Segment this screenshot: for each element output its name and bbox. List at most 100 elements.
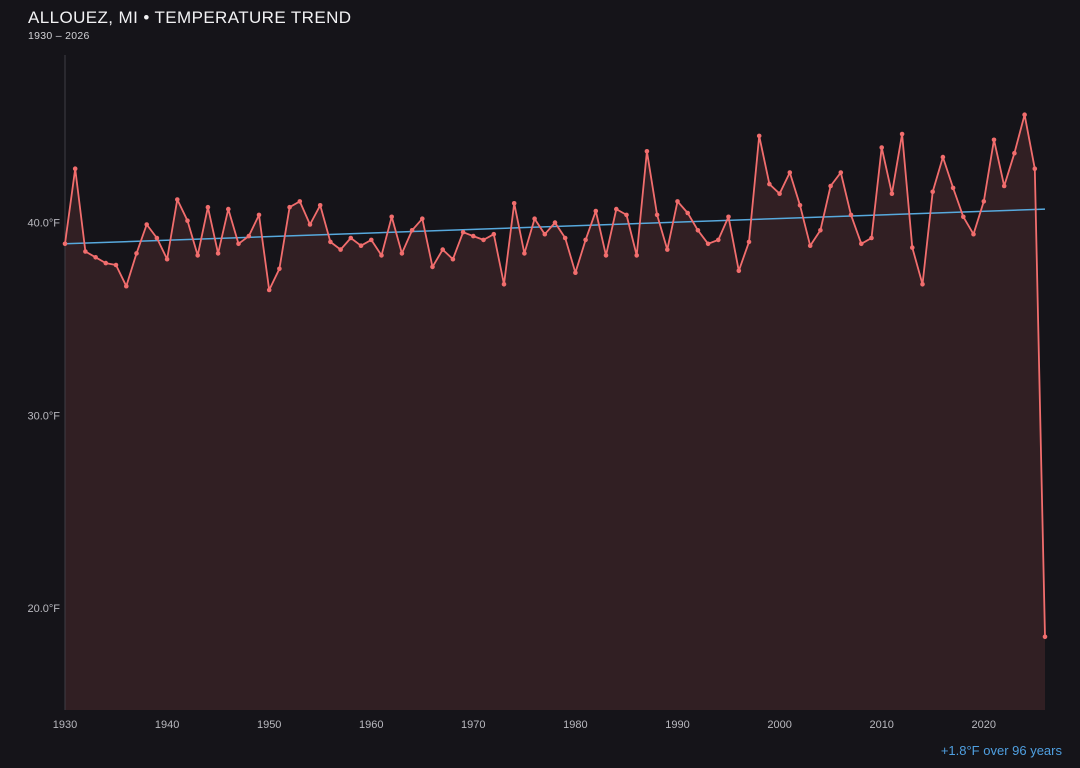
temperature-area: [65, 114, 1045, 710]
data-point: [665, 247, 670, 252]
x-tick-label: 1980: [563, 719, 587, 731]
x-tick-label: 1940: [155, 719, 179, 731]
data-point: [1032, 166, 1038, 171]
data-point: [236, 241, 241, 247]
data-point: [614, 206, 619, 212]
data-point: [389, 214, 395, 220]
data-point: [532, 216, 537, 221]
data-point: [440, 247, 446, 252]
data-point: [358, 243, 364, 248]
data-point: [175, 197, 180, 202]
data-point: [991, 137, 997, 143]
data-point: [409, 228, 415, 233]
data-point: [644, 149, 650, 154]
x-tick-label: 2020: [972, 719, 996, 731]
data-point: [1012, 150, 1017, 156]
data-point: [899, 131, 905, 137]
data-point: [767, 181, 772, 187]
x-tick-label: 1930: [53, 719, 77, 731]
data-point: [134, 251, 139, 256]
data-point: [501, 282, 507, 287]
data-point: [562, 235, 568, 241]
data-point: [369, 237, 374, 243]
data-point: [859, 241, 864, 247]
data-point: [787, 170, 793, 175]
y-tick-label: 20.0°F: [27, 603, 60, 615]
data-point: [1042, 634, 1048, 640]
data-point: [246, 233, 252, 239]
data-point: [338, 247, 343, 252]
data-point: [838, 170, 844, 175]
trend-summary: +1.8°F over 96 years: [940, 743, 1062, 758]
data-point: [399, 251, 405, 256]
x-tick-label: 1960: [359, 719, 383, 731]
x-tick-label: 2000: [767, 719, 791, 731]
data-point: [542, 231, 548, 237]
data-point: [1001, 183, 1007, 189]
data-point: [848, 212, 854, 218]
data-point: [430, 264, 435, 270]
data-point: [522, 251, 527, 256]
data-point: [62, 241, 68, 247]
page-title: ALLOUEZ, MI • TEMPERATURE TREND: [28, 8, 352, 27]
data-point: [72, 166, 78, 171]
data-point: [205, 204, 211, 210]
data-point: [726, 214, 731, 220]
data-point: [93, 254, 98, 260]
data-point: [675, 199, 680, 204]
data-point: [1022, 112, 1027, 117]
data-point: [297, 199, 303, 204]
data-point: [695, 228, 701, 233]
data-point: [807, 243, 813, 248]
data-point: [654, 212, 660, 218]
data-point: [287, 204, 292, 210]
data-point: [736, 268, 742, 274]
data-point: [317, 203, 323, 208]
data-point: [930, 189, 935, 195]
data-point: [164, 256, 170, 262]
data-point: [277, 266, 282, 272]
data-point: [961, 214, 966, 220]
data-point: [777, 191, 782, 196]
data-point: [981, 199, 987, 204]
data-point: [910, 245, 915, 250]
chart-header: ALLOUEZ, MI • TEMPERATURE TREND 1930 – 2…: [28, 8, 351, 42]
data-point: [450, 256, 456, 262]
data-point: [185, 218, 190, 223]
data-point: [144, 222, 149, 227]
data-point: [624, 212, 629, 218]
data-point: [685, 210, 690, 216]
data-point: [154, 235, 160, 241]
data-point: [195, 253, 200, 258]
x-tick-label: 1970: [461, 719, 485, 731]
data-point: [471, 233, 476, 239]
data-point: [348, 235, 354, 241]
data-point: [420, 216, 425, 221]
data-point: [889, 191, 895, 196]
data-point: [573, 270, 578, 276]
y-tick-label: 30.0°F: [27, 410, 60, 422]
trend-line: [64, 208, 1046, 245]
data-point: [583, 237, 588, 243]
data-point: [940, 154, 946, 160]
data-point: [113, 262, 119, 268]
data-point: [705, 241, 711, 247]
x-tick-label: 1990: [665, 719, 689, 731]
data-point: [83, 249, 88, 254]
x-tick-label: 1950: [257, 719, 281, 731]
page-subtitle: 1930 – 2026: [28, 30, 90, 42]
data-point: [307, 222, 313, 227]
data-point: [797, 203, 803, 208]
data-point: [256, 212, 262, 218]
data-point: [491, 231, 497, 237]
data-point: [603, 253, 609, 258]
data-point: [481, 237, 486, 243]
data-point: [828, 183, 833, 189]
data-point: [593, 208, 599, 214]
data-point: [215, 251, 221, 256]
data-point: [552, 220, 558, 225]
data-point: [634, 253, 639, 258]
x-tick-label: 2010: [869, 719, 893, 731]
data-point: [879, 145, 884, 150]
